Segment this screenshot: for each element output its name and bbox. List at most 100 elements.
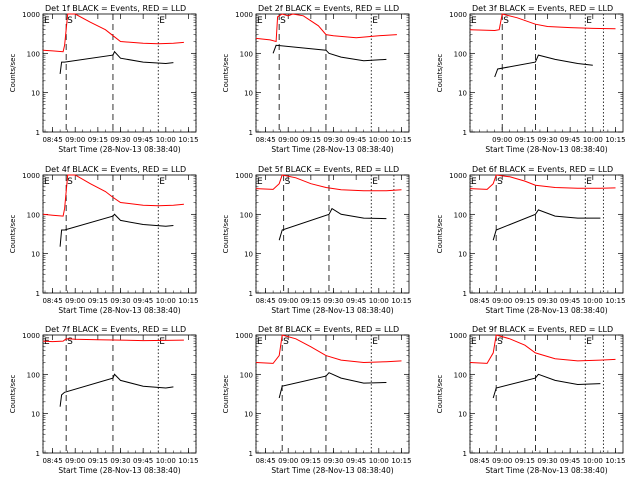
series-line (278, 207, 387, 241)
detector-panel: Det 8f BLACK = Events, RED = LLD 1 10 100 10… (222, 325, 412, 475)
x-tick-label: 09:15 (88, 457, 108, 465)
event-marker-label: S (497, 177, 503, 187)
y-axis-label: Counts/sec (9, 54, 17, 93)
plot-frame (42, 334, 197, 454)
x-tick-label: 09:30 (110, 297, 130, 305)
y-tick-label: 1 (36, 129, 40, 137)
series-line (42, 13, 184, 53)
y-tick-label: 1000 (235, 172, 253, 180)
detector-panel: Det 6f BLACK = Events, RED = LLD 1 10 100 10… (436, 165, 626, 315)
panel-title: Det 3f BLACK = Events, RED = LLD (472, 4, 613, 13)
plot-frame (255, 334, 410, 454)
x-tick-label: 10:00 (369, 457, 389, 465)
x-tick-label: 09:45 (346, 136, 366, 144)
x-tick-label: 09:00 (65, 457, 85, 465)
x-tick-label: 10:15 (391, 457, 411, 465)
x-tick-label: 09:15 (88, 297, 108, 305)
x-tick-label: 08:45 (42, 136, 62, 144)
x-tick-label: 09:15 (88, 136, 108, 144)
plot-frame (469, 13, 624, 133)
y-tick-label: 100 (240, 371, 253, 379)
event-marker-label: E (471, 16, 477, 26)
panel-title: Det 9f BLACK = Events, RED = LLD (472, 325, 613, 334)
x-tick-label: 08:45 (469, 457, 489, 465)
x-tick-label: 10:15 (605, 297, 625, 305)
series-line (469, 174, 616, 190)
x-tick-label: 09:00 (492, 297, 512, 305)
series-line (59, 373, 174, 407)
y-axis-label: Counts/sec (222, 375, 230, 414)
y-tick-label: 10 (244, 251, 253, 259)
x-axis-label: Start Time (28-Nov-13 08:38:40) (485, 145, 607, 154)
series-line (494, 54, 593, 78)
y-tick-label: 1 (249, 129, 253, 137)
x-tick-label: 09:30 (110, 457, 130, 465)
y-axis-label: Counts/sec (436, 54, 444, 93)
x-tick-label: 09:00 (65, 297, 85, 305)
y-axis-label: Counts/sec (9, 375, 17, 414)
y-tick-label: 100 (454, 211, 467, 219)
x-tick-label: 09:45 (133, 297, 153, 305)
x-tick-label: 09:45 (560, 136, 580, 144)
y-axis-label: Counts/sec (222, 54, 230, 93)
event-marker-label: E (586, 16, 592, 26)
y-tick-label: 1 (463, 129, 467, 137)
y-tick-label: 100 (240, 50, 253, 58)
x-tick-label: 08:45 (42, 457, 62, 465)
x-tick-label: 09:00 (492, 136, 512, 144)
event-marker-label: S (497, 337, 503, 347)
y-tick-label: 1000 (235, 11, 253, 19)
event-marker-label: E (44, 16, 50, 26)
x-tick-label: 09:00 (65, 136, 85, 144)
event-marker-label: S (67, 337, 73, 347)
x-tick-label: 10:15 (391, 297, 411, 305)
x-axis-label: Start Time (28-Nov-13 08:38:40) (58, 145, 180, 154)
y-tick-label: 100 (454, 50, 467, 58)
x-tick-label: 10:15 (178, 457, 198, 465)
x-tick-label: 08:45 (255, 457, 275, 465)
x-axis-label: Start Time (28-Nov-13 08:38:40) (271, 306, 393, 315)
series-line (42, 338, 184, 343)
event-marker-label: E (257, 16, 263, 26)
panel-title: Det 8f BLACK = Events, RED = LLD (258, 325, 399, 334)
x-axis-label: Start Time (28-Nov-13 08:38:40) (58, 466, 180, 475)
x-tick-label: 09:15 (301, 136, 321, 144)
detector-panel: Det 7f BLACK = Events, RED = LLD 1 10 100 10… (9, 325, 199, 475)
y-axis-label: Counts/sec (436, 215, 444, 254)
event-marker-label: E (586, 177, 592, 187)
event-marker-label: E (372, 16, 378, 26)
x-tick-label: 09:30 (323, 457, 343, 465)
series-line (469, 13, 616, 32)
plot-frame (255, 13, 410, 133)
x-tick-label: 09:00 (278, 457, 298, 465)
series-line (278, 372, 387, 399)
x-tick-label: 09:30 (537, 136, 557, 144)
detector-panel: Det 3f BLACK = Events, RED = LLD 1 10 100 10… (436, 4, 626, 154)
y-tick-label: 100 (454, 371, 467, 379)
x-axis-label: Start Time (28-Nov-13 08:38:40) (485, 306, 607, 315)
series-line (255, 334, 402, 364)
y-tick-label: 10 (31, 251, 40, 259)
plot-frame (469, 334, 624, 454)
x-tick-label: 10:00 (583, 136, 603, 144)
x-tick-label: 09:00 (278, 136, 298, 144)
x-tick-label: 08:45 (42, 297, 62, 305)
x-axis-label: Start Time (28-Nov-13 08:38:40) (271, 145, 393, 154)
event-marker-label: E (257, 177, 263, 187)
x-tick-label: 10:00 (583, 297, 603, 305)
x-tick-label: 08:45 (469, 297, 489, 305)
panel-title: Det 4f BLACK = Events, RED = LLD (45, 165, 186, 174)
y-axis-label: Counts/sec (222, 215, 230, 254)
event-marker-label: E (159, 16, 165, 26)
detector-panel: Det 5f BLACK = Events, RED = LLD 1 10 100 10… (222, 165, 412, 315)
x-tick-label: 10:00 (156, 457, 176, 465)
y-tick-label: 1000 (235, 332, 253, 340)
x-axis-label: Start Time (28-Nov-13 08:38:40) (485, 466, 607, 475)
y-tick-label: 1 (249, 290, 253, 298)
event-marker-label: S (503, 16, 509, 26)
series-line (59, 213, 174, 247)
event-marker-label: S (67, 177, 73, 187)
x-tick-label: 09:45 (346, 297, 366, 305)
series-line (492, 373, 601, 399)
